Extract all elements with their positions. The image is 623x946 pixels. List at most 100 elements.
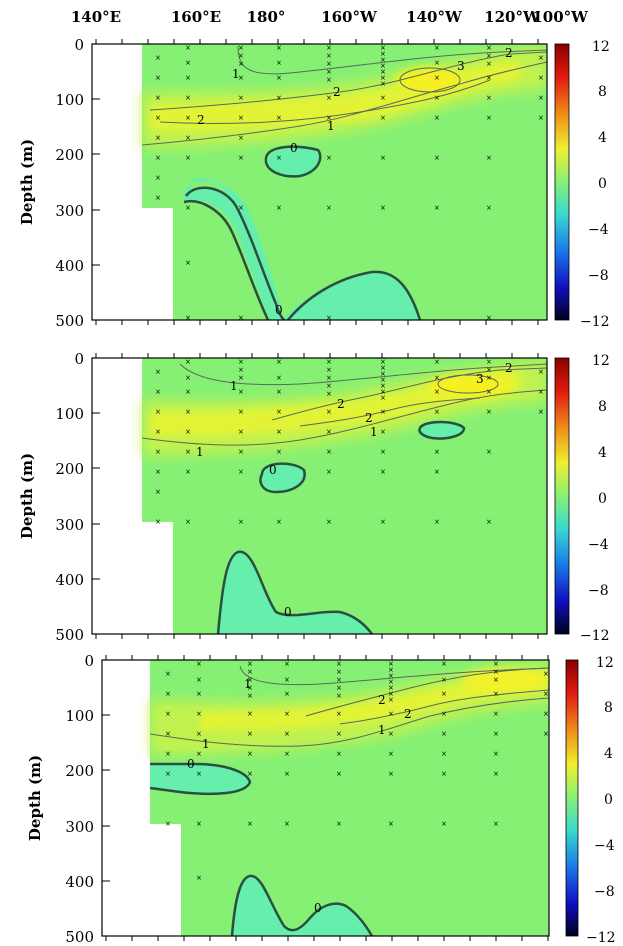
station-markers: ×××××××× ×××××××××× ×××××××××× ××××××× ×…: [155, 44, 544, 322]
svg-text:×: ×: [284, 750, 290, 758]
svg-text:×: ×: [326, 382, 332, 390]
svg-text:×: ×: [185, 314, 191, 322]
svg-text:×: ×: [493, 668, 499, 676]
svg-text:×: ×: [434, 44, 440, 52]
svg-text:×: ×: [155, 368, 161, 376]
negative-region: [283, 271, 420, 320]
svg-text:×: ×: [155, 134, 161, 142]
svg-text:×: ×: [380, 394, 386, 402]
colorbar-tick-label: 0: [598, 176, 607, 192]
svg-text:×: ×: [380, 62, 386, 70]
svg-text:×: ×: [388, 750, 394, 758]
svg-text:×: ×: [441, 730, 447, 738]
svg-text:×: ×: [380, 370, 386, 378]
svg-text:×: ×: [276, 154, 282, 162]
contour-label: 2: [365, 411, 373, 425]
contour-label: 1: [202, 737, 210, 751]
colorbar-tick-label: 12: [592, 353, 610, 369]
svg-text:×: ×: [380, 154, 386, 162]
svg-text:×: ×: [238, 468, 244, 476]
svg-text:×: ×: [380, 518, 386, 526]
svg-text:×: ×: [336, 820, 342, 828]
positive-core: [461, 668, 549, 692]
svg-text:×: ×: [155, 468, 161, 476]
svg-text:×: ×: [336, 692, 342, 700]
contour-label: 0: [269, 463, 277, 477]
svg-text:×: ×: [247, 684, 253, 692]
lon-label: 120°W: [484, 8, 541, 26]
land-mask: [102, 660, 181, 936]
svg-text:×: ×: [276, 428, 282, 436]
svg-text:×: ×: [165, 750, 171, 758]
svg-text:×: ×: [238, 44, 244, 52]
svg-text:×: ×: [486, 408, 492, 416]
y-tick-label: 100: [65, 707, 94, 725]
contour-label: 2: [197, 113, 205, 127]
negative-region: [184, 188, 282, 320]
svg-text:×: ×: [284, 660, 290, 668]
svg-text:×: ×: [326, 374, 332, 382]
svg-text:×: ×: [486, 366, 492, 374]
svg-text:×: ×: [538, 74, 544, 82]
svg-text:×: ×: [336, 676, 342, 684]
svg-text:×: ×: [185, 134, 191, 142]
contour-label: 2: [378, 693, 386, 707]
contour-0: [287, 270, 422, 320]
positive-band-inner: [150, 60, 520, 131]
contour-label: 0: [290, 141, 298, 155]
svg-text:×: ×: [238, 204, 244, 212]
land-mask: [92, 44, 173, 320]
svg-text:×: ×: [238, 114, 244, 122]
contour-label: 0: [187, 757, 195, 771]
y-tick-label: 300: [55, 202, 84, 220]
svg-text:×: ×: [380, 448, 386, 456]
colorbar-tick-label: 4: [598, 130, 607, 146]
lon-label: 140°W: [406, 8, 463, 26]
svg-text:×: ×: [247, 676, 253, 684]
positive-core: [428, 374, 512, 398]
svg-text:×: ×: [185, 358, 191, 366]
svg-text:×: ×: [434, 358, 440, 366]
colorbar-tick-label: −8: [588, 583, 609, 599]
svg-text:×: ×: [155, 488, 161, 496]
y-tick-label: 0: [74, 36, 84, 54]
contour-3: [399, 67, 461, 93]
x-ticks: [105, 655, 549, 941]
contour-0: [149, 762, 252, 796]
colorbar-tick-label: 4: [604, 746, 613, 762]
svg-text:×: ×: [434, 74, 440, 82]
svg-text:×: ×: [486, 358, 492, 366]
svg-text:×: ×: [326, 408, 332, 416]
y-tick-label: 300: [55, 516, 84, 534]
colorbar-tick-label: 8: [598, 399, 607, 415]
y-axis: [92, 357, 100, 635]
contour-2-lower: [299, 397, 481, 427]
svg-text:×: ×: [326, 428, 332, 436]
y-tick-label: 200: [55, 460, 84, 478]
svg-text:×: ×: [196, 660, 202, 668]
lon-label: 100°W: [532, 8, 589, 26]
svg-text:×: ×: [388, 770, 394, 778]
svg-text:×: ×: [185, 518, 191, 526]
svg-text:×: ×: [165, 770, 171, 778]
svg-text:×: ×: [155, 114, 161, 122]
svg-text:×: ×: [493, 690, 499, 698]
positive-band-inner: [150, 368, 520, 437]
svg-text:×: ×: [326, 314, 332, 322]
negative-region: [150, 764, 250, 794]
longitude-labels: 140°E 160°E 180° 160°W 140°W 120°W 100°W: [71, 8, 589, 26]
svg-text:×: ×: [441, 690, 447, 698]
svg-text:×: ×: [326, 448, 332, 456]
svg-text:×: ×: [247, 668, 253, 676]
svg-text:×: ×: [486, 154, 492, 162]
y-tick-label: 500: [55, 626, 84, 644]
contour-1: [141, 61, 547, 146]
svg-text:×: ×: [247, 770, 253, 778]
svg-text:×: ×: [538, 54, 544, 62]
svg-text:×: ×: [155, 74, 161, 82]
y-tick-label: 0: [84, 652, 94, 670]
svg-text:×: ×: [165, 820, 171, 828]
svg-text:×: ×: [543, 730, 549, 738]
svg-text:×: ×: [388, 678, 394, 686]
contour-label: 1: [370, 425, 378, 439]
